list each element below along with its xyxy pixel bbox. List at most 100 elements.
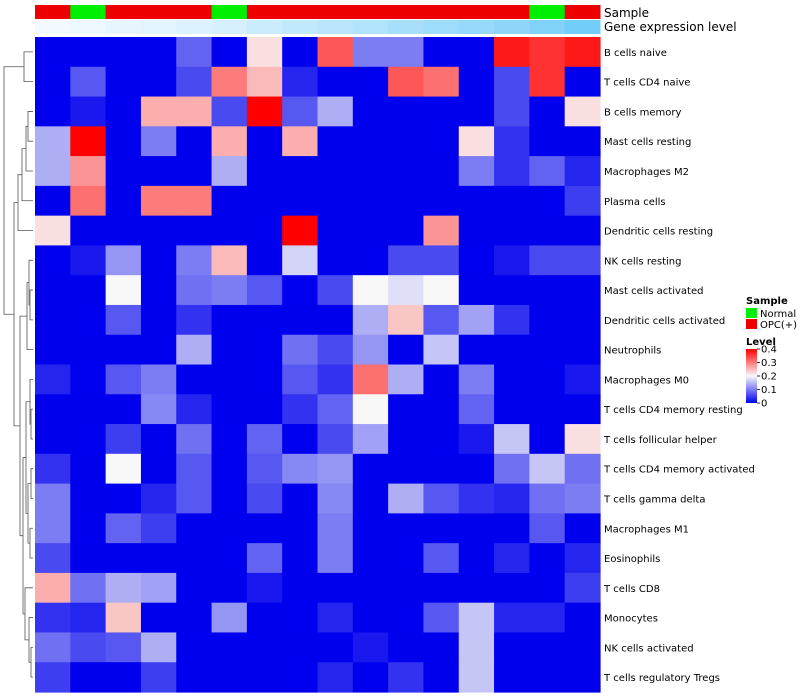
heatmap-cell (211, 245, 248, 276)
heatmap-cell (70, 275, 107, 306)
heatmap-cell (529, 96, 566, 127)
heatmap-cell (352, 96, 389, 127)
heatmap-cell (246, 572, 283, 604)
heatmap-cell (494, 453, 530, 485)
heatmap-cell (458, 185, 495, 217)
heatmap-cell (494, 513, 530, 544)
dendrogram-branch (30, 408, 33, 440)
dendrogram-branch (3, 66, 24, 315)
row-label: Macrophages M0 (604, 375, 689, 386)
heatmap-cell (140, 245, 177, 276)
expression-annotation-cell (529, 20, 566, 34)
row-label: NK cells resting (604, 256, 681, 267)
heatmap-cell (423, 126, 460, 157)
heatmap-cell (423, 245, 460, 276)
heatmap-cell (176, 424, 213, 455)
legend-level-tick-label: 0.2 (761, 372, 777, 383)
expression-annotation-cell (70, 20, 107, 34)
heatmap-cell (105, 543, 142, 574)
heatmap-cell (458, 632, 495, 663)
heatmap-cell (564, 275, 601, 306)
heatmap-cell (176, 245, 213, 276)
heatmap-cell (246, 126, 283, 157)
heatmap-cell (423, 334, 460, 366)
heatmap-cell (352, 215, 389, 247)
heatmap-cell (35, 66, 71, 98)
heatmap-cell (211, 662, 248, 693)
heatmap-cell (352, 126, 389, 157)
heatmap-cell (458, 245, 495, 276)
heatmap-cell (317, 543, 354, 574)
heatmap-cell (458, 126, 495, 157)
row-label: Dendritic cells resting (604, 227, 713, 238)
heatmap-cell (140, 215, 177, 247)
expression-annotation-cell (423, 20, 460, 34)
heatmap-cell (176, 364, 213, 395)
row-label: Macrophages M2 (604, 167, 689, 178)
heatmap-cell (529, 424, 566, 455)
heatmap-cell (388, 185, 425, 217)
sample-annotation-cell (70, 5, 107, 19)
sample-annotation-cell (140, 5, 177, 19)
row-label: T cells CD4 memory resting (603, 405, 743, 416)
dendrogram-branch (23, 51, 33, 83)
heatmap-cell (564, 632, 601, 663)
heatmap-cell (352, 156, 389, 187)
heatmap-cell (458, 602, 495, 634)
heatmap-cell (105, 602, 142, 634)
heatmap-cell (282, 453, 319, 485)
heatmap-cell (246, 96, 283, 127)
heatmap-cell (458, 364, 495, 395)
dendrogram-branch (25, 125, 33, 172)
heatmap-cell (458, 453, 495, 485)
heatmap-cell (388, 245, 425, 276)
sample-annotation-cell (352, 5, 389, 19)
sample-annotation-cell (564, 5, 601, 19)
heatmap-cell (176, 602, 213, 634)
heatmap-cell (458, 304, 495, 336)
heatmap-cell (458, 513, 495, 544)
heatmap-cell (282, 543, 319, 574)
heatmap-cell (140, 662, 177, 693)
heatmap-cell (529, 453, 566, 485)
heatmap-cell (211, 513, 248, 544)
heatmap-cell (564, 245, 601, 276)
heatmap-cell (246, 66, 283, 98)
row-label: B cells naive (604, 48, 667, 59)
heatmap-cell (564, 424, 601, 455)
heatmap-cell (494, 424, 530, 455)
heatmap-cell (282, 215, 319, 247)
heatmap-cell (35, 245, 71, 276)
heatmap-cell (352, 394, 389, 425)
heatmap-cell (211, 543, 248, 574)
heatmap-cell (423, 513, 460, 544)
heatmap-cell (211, 304, 248, 336)
dendrogram-branch (13, 202, 20, 427)
heatmap-cell (176, 513, 213, 544)
heatmap-cell (352, 334, 389, 366)
heatmap-cell (246, 334, 283, 366)
heatmap-cell (246, 304, 283, 336)
heatmap-cell (35, 632, 71, 663)
sample-annotation-cell (529, 5, 566, 19)
heatmap-cell (70, 394, 107, 425)
heatmap-cell (458, 424, 495, 455)
sample-annotation-cell (317, 5, 354, 19)
dendrogram-branch (27, 483, 31, 544)
heatmap-cell (494, 156, 530, 187)
heatmap-cell (458, 37, 495, 68)
heatmap-cell (388, 543, 425, 574)
row-label: Mast cells resting (604, 137, 691, 148)
heatmap-cell (176, 483, 213, 514)
heatmap-cell (70, 156, 107, 187)
heatmap-cell (70, 185, 107, 217)
heatmap-cell (564, 602, 601, 634)
heatmap-cell (564, 572, 601, 604)
row-label: Mast cells activated (604, 286, 703, 297)
heatmap-cell (494, 96, 530, 127)
heatmap-cell (529, 126, 566, 157)
heatmap-cell (140, 156, 177, 187)
heatmap-cell (388, 96, 425, 127)
heatmap-cell (176, 156, 213, 187)
heatmap-cell (564, 453, 601, 485)
